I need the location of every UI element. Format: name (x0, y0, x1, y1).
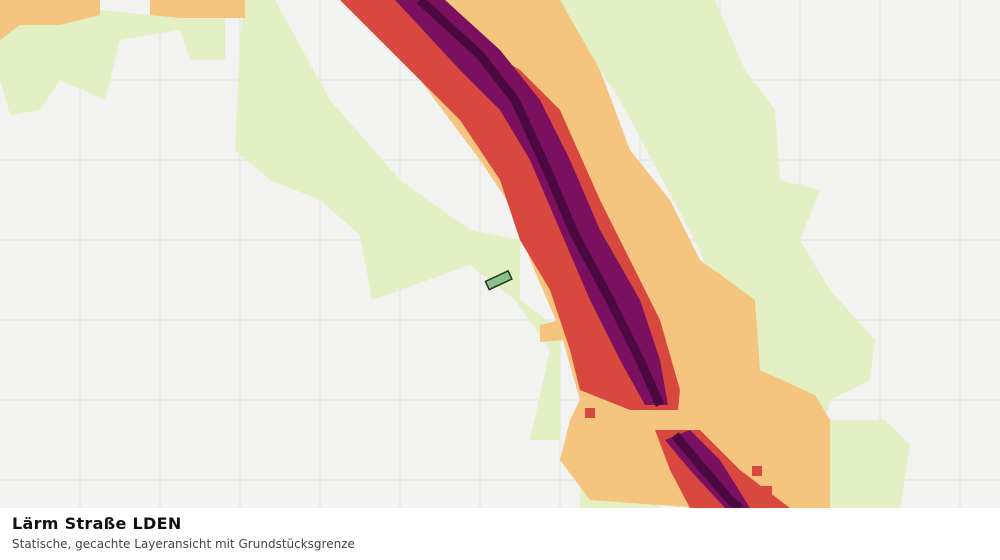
layer-title: Lärm Straße LDEN (12, 514, 182, 533)
parcel-boundary[interactable] (484, 269, 513, 291)
info-panel: Lärm Straße LDEN Statische, gecachte Lay… (0, 508, 1000, 560)
noise-zone-extreme (416, 0, 743, 512)
layer-subtitle: Statische, gecachte Layeransicht mit Gru… (12, 537, 355, 551)
